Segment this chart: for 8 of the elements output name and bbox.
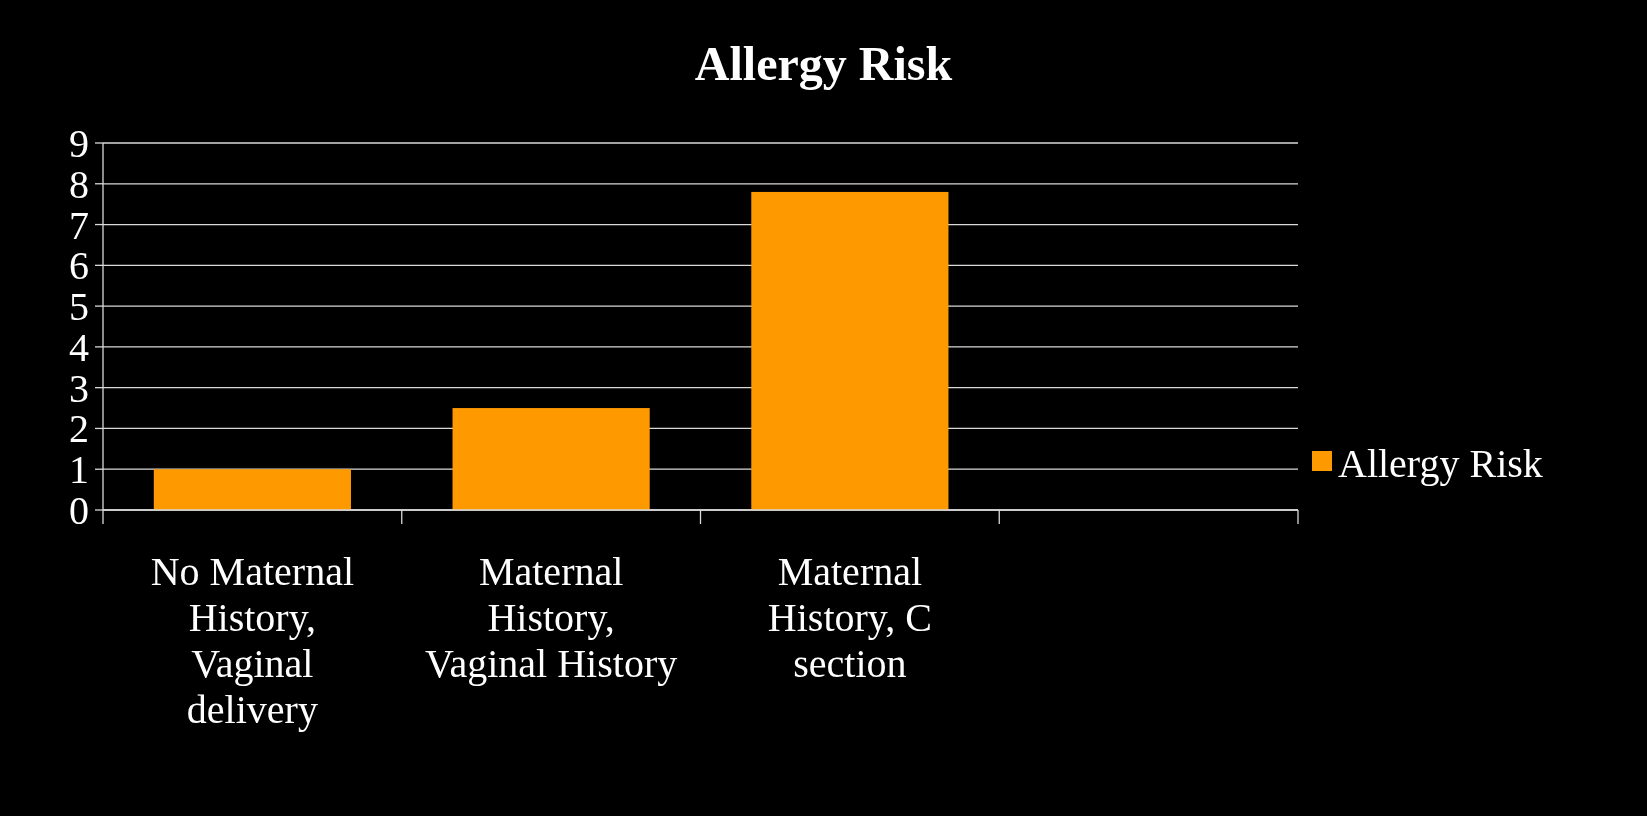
- x-tick-label: No Maternal History, Vaginal delivery: [150, 549, 355, 732]
- bar: [452, 408, 650, 510]
- bar: [751, 191, 949, 510]
- x-tick-label: Maternal History, Vaginal History: [425, 549, 678, 686]
- chart-title: Allergy Risk: [694, 37, 953, 90]
- bar: [153, 469, 351, 510]
- legend-label: Allergy Risk: [1338, 441, 1543, 486]
- x-tick-label: Maternal History, C section: [767, 549, 932, 686]
